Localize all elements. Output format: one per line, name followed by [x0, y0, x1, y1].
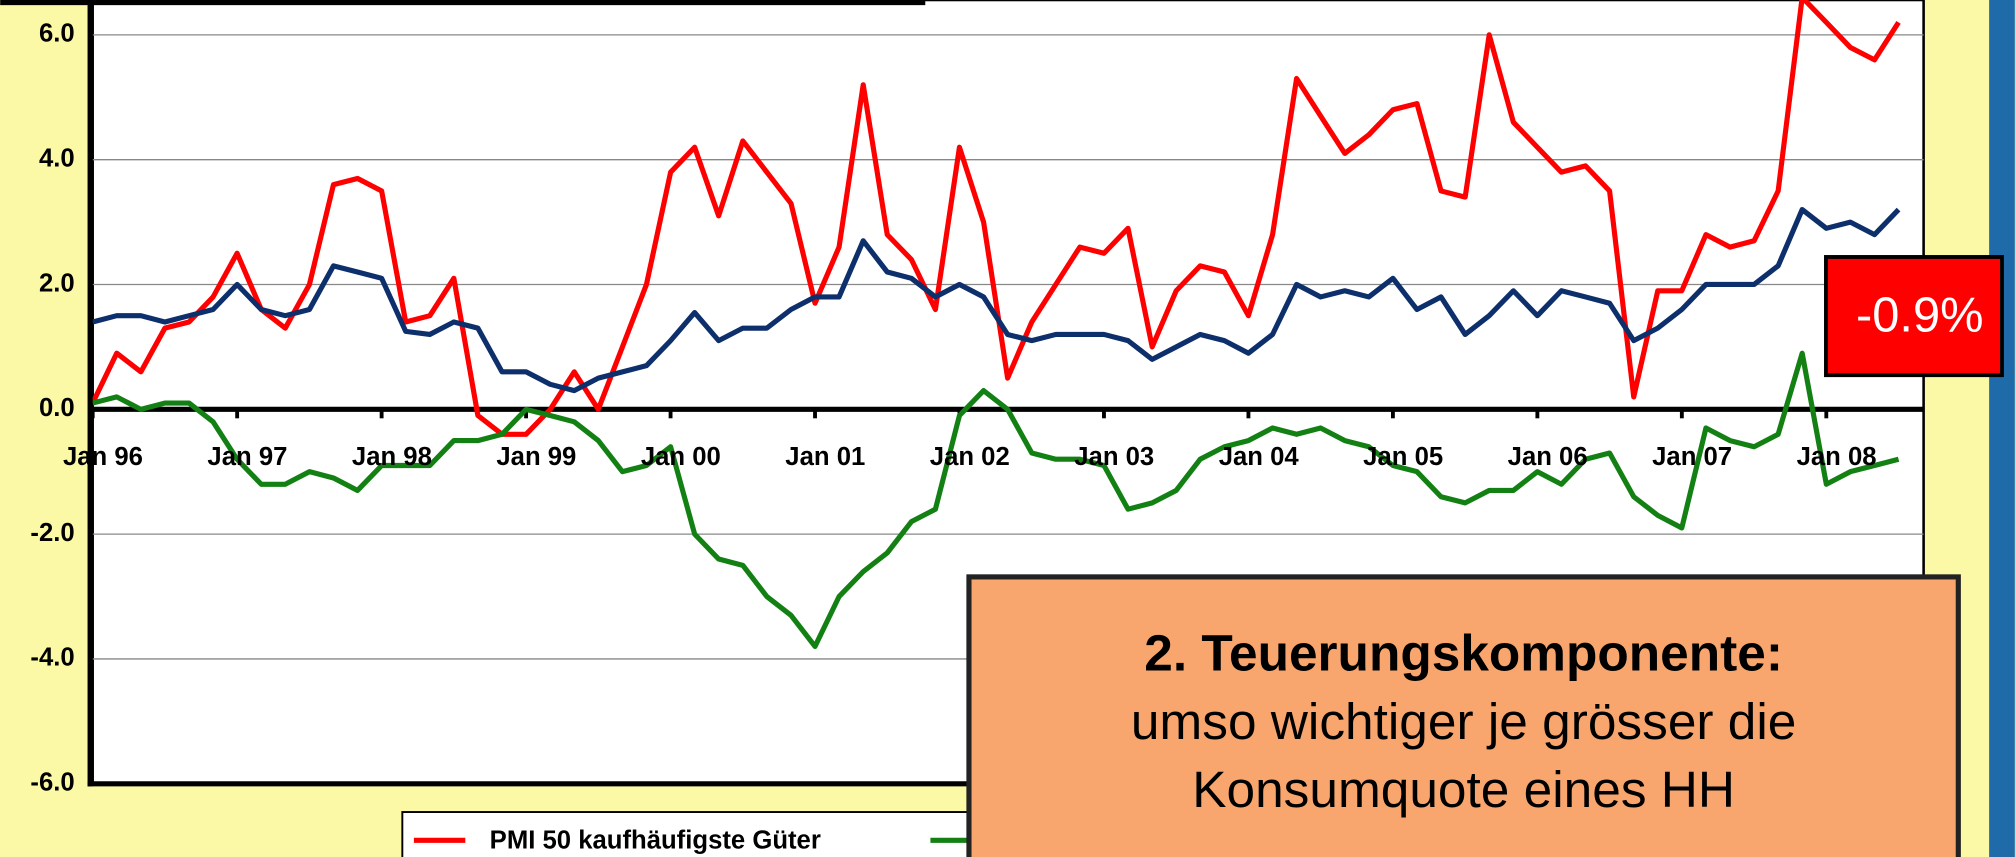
x-tick-label: Jan 05 — [1363, 443, 1443, 471]
x-tick-label: Jan 96 — [63, 443, 143, 471]
legend-box — [401, 811, 995, 857]
badge-box — [1824, 255, 2004, 378]
y-tick-label: 4.0 — [39, 144, 75, 172]
badge: -0.9% — [1856, 289, 1984, 343]
x-tick-label: Jan 07 — [1652, 443, 1732, 471]
x-tick-label: Jan 06 — [1508, 443, 1588, 471]
x-tick-label: Jan 08 — [1797, 443, 1877, 471]
note-text: umso wichtiger je grösser die Konsumquot… — [1130, 693, 1797, 819]
y-tick-label: 6.0 — [39, 20, 75, 48]
x-tick-label: Jan 98 — [352, 443, 432, 471]
x-tick-label: Jan 01 — [785, 443, 865, 471]
series-line — [92, 350, 1900, 649]
note-box — [966, 574, 1961, 857]
y-tick-label: -4.0 — [30, 644, 74, 672]
note: 2. Teuerungskomponente: umso wichtiger j… — [972, 579, 1956, 824]
x-tick-label: Jan 04 — [1219, 443, 1300, 471]
x-tick-label: Jan 02 — [930, 443, 1010, 471]
y-tick-label: -6.0 — [30, 769, 74, 797]
lines — [90, 0, 1901, 649]
x-tick-label: Jan 00 — [641, 443, 721, 471]
x-tick-label: Jan 03 — [1074, 443, 1154, 471]
series-line — [90, 0, 1901, 437]
legend-label: PMI 50 kaufhäufigste Güter — [490, 826, 821, 854]
title-bar — [0, 0, 926, 6]
y-tick-label: 2.0 — [39, 269, 75, 297]
x-tick-label: Jan 99 — [496, 443, 576, 471]
y-tick-label: -2.0 — [30, 519, 74, 547]
y-tick-label: 0.0 — [39, 394, 75, 422]
x-tick-label: Jan 97 — [207, 443, 287, 471]
side-strip — [1989, 0, 2015, 857]
note-title: 2. Teuerungskomponente: — [1144, 625, 1783, 683]
note-text-block: 2. Teuerungskomponente: umso wichtiger j… — [972, 579, 1956, 824]
series-line — [92, 206, 1901, 394]
